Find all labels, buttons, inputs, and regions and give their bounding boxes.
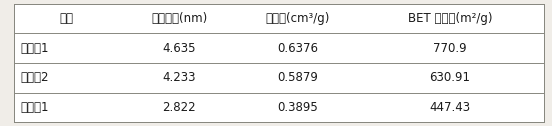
Text: 0.5879: 0.5879 bbox=[278, 71, 319, 84]
Text: 2.822: 2.822 bbox=[163, 101, 196, 114]
Text: 0.6376: 0.6376 bbox=[278, 42, 319, 55]
Text: 4.635: 4.635 bbox=[163, 42, 196, 55]
Text: 比较例1: 比较例1 bbox=[20, 101, 49, 114]
Text: 平均孔径(nm): 平均孔径(nm) bbox=[151, 12, 208, 25]
Text: 4.233: 4.233 bbox=[163, 71, 196, 84]
Text: 实施例2: 实施例2 bbox=[20, 71, 49, 84]
Text: 630.91: 630.91 bbox=[429, 71, 470, 84]
Text: 0.3895: 0.3895 bbox=[278, 101, 319, 114]
Text: BET 比表面(m²/g): BET 比表面(m²/g) bbox=[407, 12, 492, 25]
Text: 447.43: 447.43 bbox=[429, 101, 470, 114]
Text: 孔体积(cm³/g): 孔体积(cm³/g) bbox=[266, 12, 330, 25]
Text: 770.9: 770.9 bbox=[433, 42, 466, 55]
Text: 实施例1: 实施例1 bbox=[20, 42, 49, 55]
Text: 项目: 项目 bbox=[59, 12, 73, 25]
